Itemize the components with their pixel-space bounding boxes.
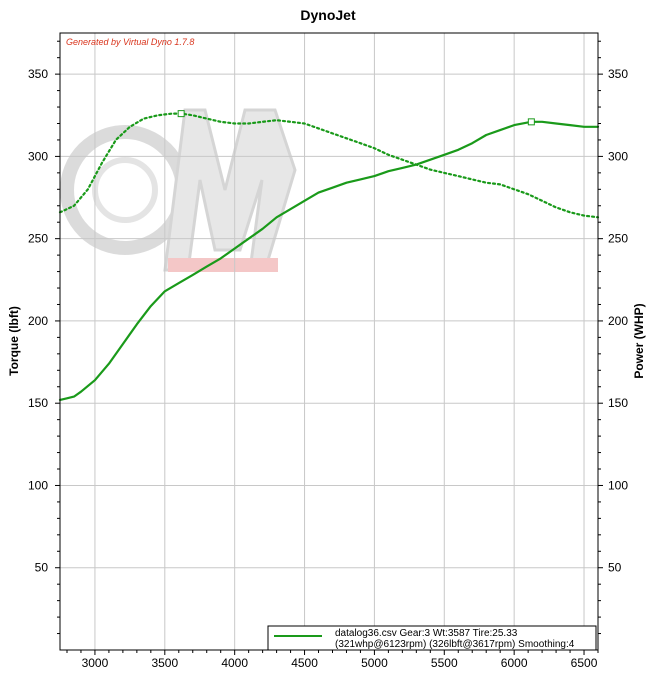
legend: datalog36.csv Gear:3 Wt:3587 Tire:25.33 …	[267, 625, 597, 651]
series-layer	[58, 110, 600, 401]
x-tick-label: 6000	[501, 656, 528, 670]
x-tick-label: 6500	[571, 656, 598, 670]
y-left-tick-label: 250	[28, 232, 48, 246]
y-right-tick-label: 150	[608, 396, 628, 410]
x-tick-label: 4500	[291, 656, 318, 670]
y-axis-right-title: Power (WHP)	[632, 303, 646, 378]
legend-line1: datalog36.csv Gear:3 Wt:3587 Tire:25.33	[335, 628, 518, 639]
y-left-tick-label: 150	[28, 396, 48, 410]
legend-box	[267, 625, 597, 651]
power-peak-marker	[527, 118, 535, 126]
y-right-tick-label: 350	[608, 67, 628, 81]
torque-curve	[58, 112, 600, 219]
x-tick-label: 4000	[221, 656, 248, 670]
y-left-tick-label: 50	[35, 561, 49, 575]
x-tick-label: 5000	[361, 656, 388, 670]
y-left-tick-label: 300	[28, 149, 48, 163]
x-tick-label: 5500	[431, 656, 458, 670]
logo-bar	[168, 258, 278, 272]
y-right-tick-label: 50	[608, 561, 622, 575]
y-axis-left: 50 100 150 200 250 300 350	[28, 40, 60, 635]
y-right-tick-label: 200	[608, 314, 628, 328]
y-left-tick-label: 100	[28, 478, 48, 492]
y-right-tick-label: 250	[608, 232, 628, 246]
y-left-tick-label: 200	[28, 314, 48, 328]
chart-title: DynoJet	[300, 7, 356, 23]
legend-line2: (321whp@6123rpm) (326lbft@3617rpm) Smoot…	[335, 639, 575, 650]
y-right-tick-label: 300	[608, 149, 628, 163]
grid	[60, 33, 598, 650]
plot-background	[60, 33, 598, 650]
y-axis-left-title: Torque (lbft)	[7, 306, 21, 376]
plot-area	[58, 32, 600, 651]
y-axis-right: 50 100 150 200 250 300 350	[598, 40, 628, 635]
x-axis: 3000 3500 4000 4500 5000 5500 6000 6500	[66, 650, 599, 670]
torque-peak-marker	[177, 110, 185, 118]
x-tick-label: 3000	[82, 656, 109, 670]
y-right-tick-label: 100	[608, 478, 628, 492]
generator-watermark: Generated by Virtual Dyno 1.7.8	[66, 37, 194, 47]
power-curve	[58, 120, 600, 401]
y-left-tick-label: 350	[28, 67, 48, 81]
x-tick-label: 3500	[151, 656, 178, 670]
